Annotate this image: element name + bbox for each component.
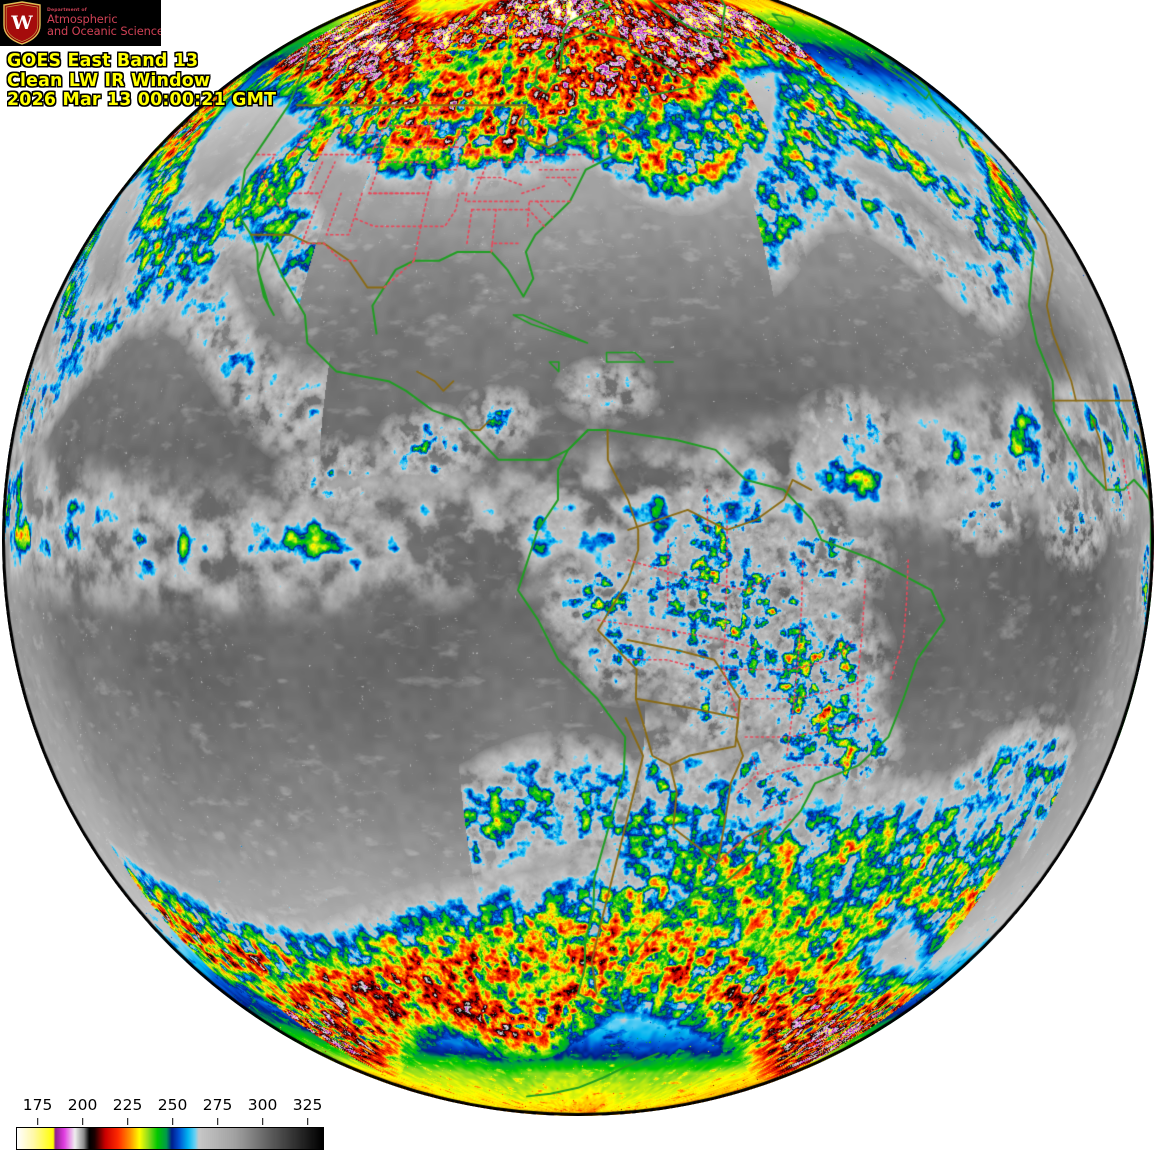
infrared-brightness-temperature-raster: [2, 0, 1154, 1116]
colorbar-tick-marks: [0, 1118, 340, 1125]
temperature-colorbar: 175 200 225 250 275 300 325: [0, 1096, 340, 1160]
colorbar-label-225: 225: [112, 1096, 143, 1114]
svg-text:W: W: [10, 12, 33, 34]
colorbar-label-275: 275: [202, 1096, 233, 1114]
colorbar-tick-300: [261, 1118, 264, 1125]
logo-line-2: and Oceanic Sciences: [47, 23, 161, 38]
colorbar-tick-175: [36, 1118, 39, 1125]
title-line-product: GOES East Band 13: [7, 51, 199, 71]
colorbar-tick-225: [126, 1118, 129, 1125]
colorbar-gradient-canvas: [17, 1128, 323, 1149]
logo-wordmark: Department of Atmospheric and Oceanic Sc…: [47, 7, 161, 38]
image-title-overlay: GOES East Band 13 Clean LW IR Window 202…: [7, 51, 277, 111]
logo-department-prefix: Department of: [47, 7, 87, 13]
colorbar-tick-250: [171, 1118, 174, 1125]
colorbar-label-300: 300: [247, 1096, 278, 1114]
goes-full-disk-globe: [2, 0, 1154, 1116]
colorbar-label-200: 200: [67, 1096, 98, 1114]
colorbar-tick-325: [306, 1118, 309, 1125]
colorbar-tick-labels: 175 200 225 250 275 300 325: [0, 1096, 340, 1118]
uw-aos-logo: W Department of Atmospheric and Oceanic …: [0, 0, 161, 46]
colorbar-gradient-bar: [16, 1127, 324, 1150]
colorbar-tick-275: [216, 1118, 219, 1125]
colorbar-label-325: 325: [292, 1096, 323, 1114]
title-line-channel: Clean LW IR Window: [7, 70, 211, 91]
colorbar-label-175: 175: [22, 1096, 53, 1114]
logo-line-1: Atmospheric: [47, 11, 118, 26]
title-line-timestamp: 2026 Mar 13 00:00:21 GMT: [7, 90, 277, 111]
colorbar-tick-200: [81, 1118, 84, 1125]
colorbar-label-250: 250: [157, 1096, 188, 1114]
uw-madison-crest-icon: W: [1, 1, 43, 45]
